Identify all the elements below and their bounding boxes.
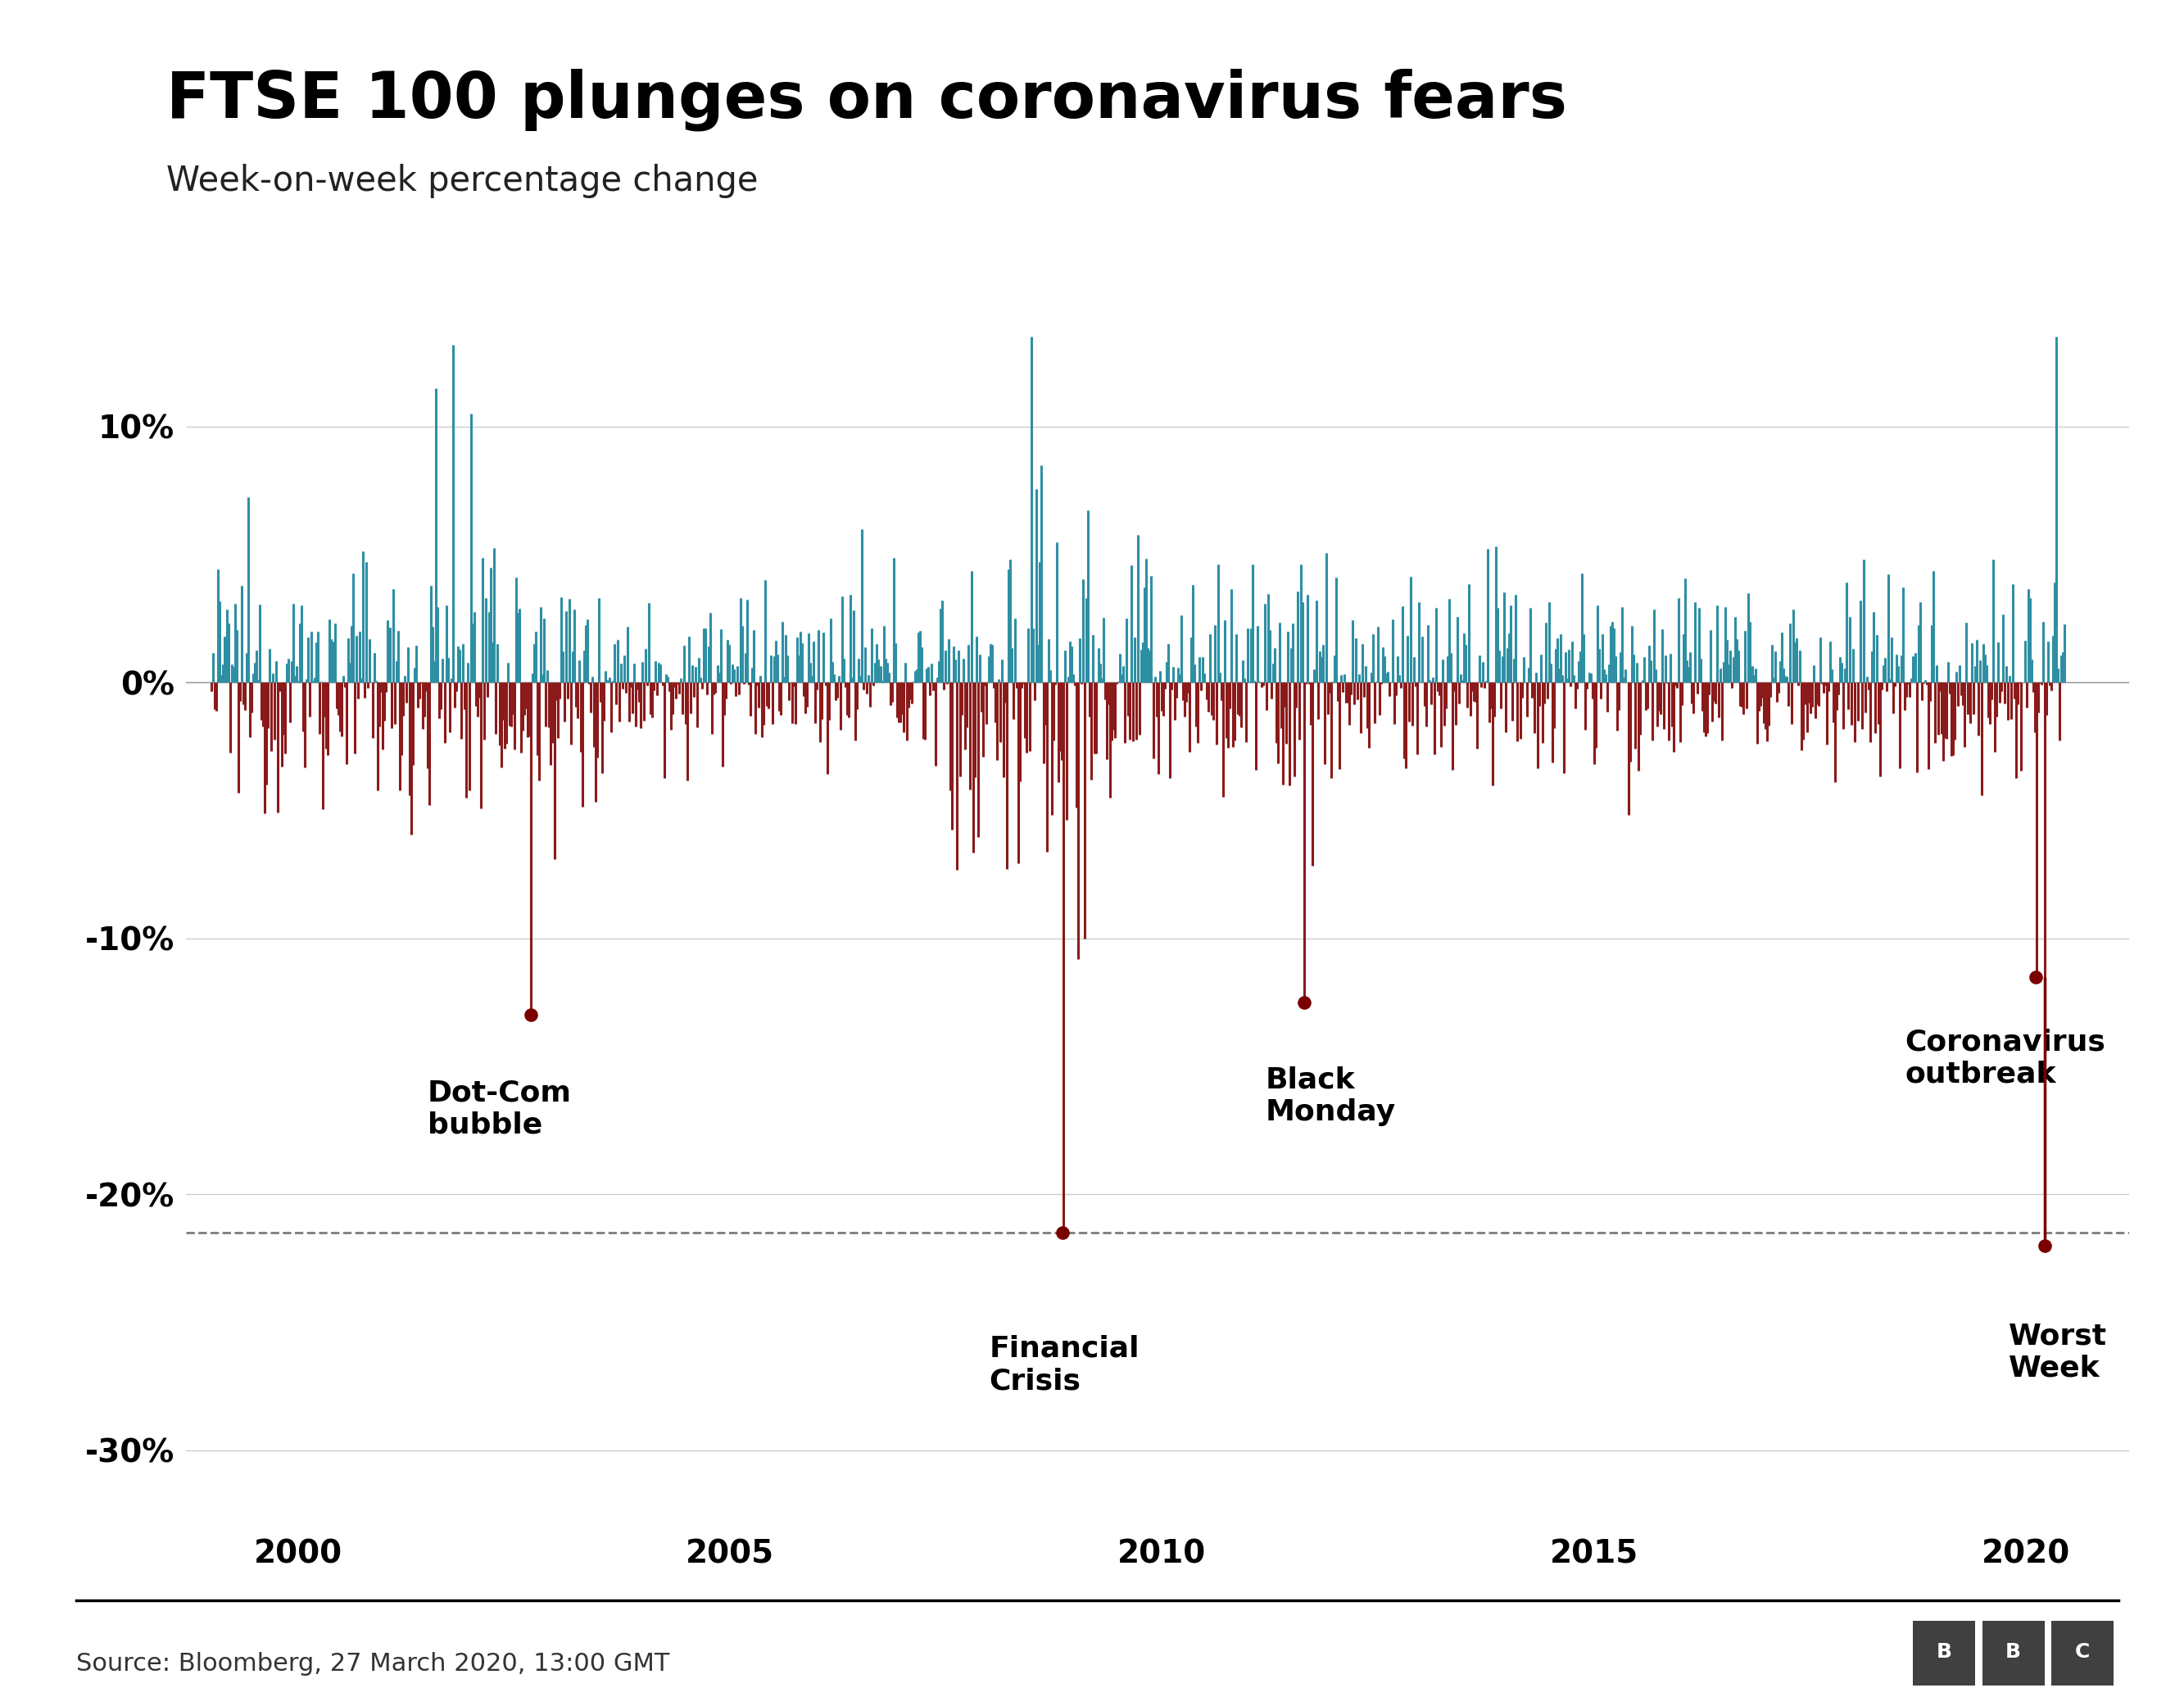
FancyBboxPatch shape bbox=[2051, 1621, 2114, 1686]
Text: FTSE 100 plunges on coronavirus fears: FTSE 100 plunges on coronavirus fears bbox=[166, 68, 1566, 131]
Point bbox=[2018, 962, 2053, 989]
Text: Financial
Crisis: Financial Crisis bbox=[989, 1336, 1140, 1396]
Text: Worst
Week: Worst Week bbox=[2009, 1322, 2108, 1382]
Point bbox=[1286, 989, 1321, 1017]
FancyBboxPatch shape bbox=[1983, 1621, 2044, 1686]
Text: B: B bbox=[1937, 1641, 1952, 1662]
Text: C: C bbox=[2075, 1641, 2090, 1662]
Text: Week-on-week percentage change: Week-on-week percentage change bbox=[166, 164, 758, 198]
FancyBboxPatch shape bbox=[1913, 1621, 1974, 1686]
Text: Dot-Com
bubble: Dot-Com bubble bbox=[428, 1080, 572, 1140]
Text: Coronavirus
outbreak: Coronavirus outbreak bbox=[1904, 1027, 2105, 1088]
Point bbox=[1044, 1218, 1079, 1245]
Text: Source: Bloomberg, 27 March 2020, 13:00 GMT: Source: Bloomberg, 27 March 2020, 13:00 … bbox=[76, 1651, 670, 1675]
Text: B: B bbox=[2005, 1641, 2020, 1662]
Text: Black
Monday: Black Monday bbox=[1265, 1066, 1396, 1126]
Point bbox=[2027, 1232, 2062, 1259]
Point bbox=[513, 1001, 548, 1029]
